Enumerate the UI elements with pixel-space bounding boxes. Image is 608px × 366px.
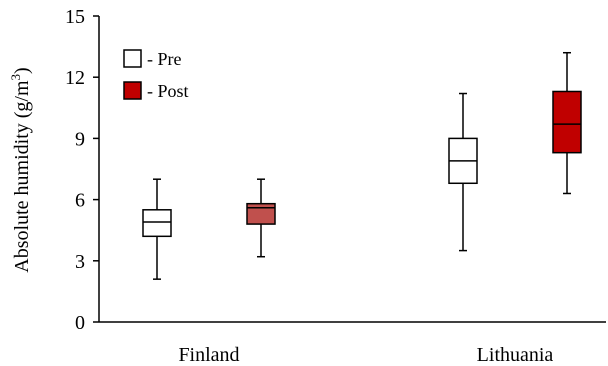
y-axis-title-superscript: 3 — [8, 74, 23, 81]
legend: - Pre - Post — [123, 49, 189, 101]
legend-label: - Post — [147, 81, 189, 101]
iqr-box — [142, 209, 172, 238]
box-pre-finland — [142, 178, 172, 280]
iqr-box — [552, 90, 582, 154]
y-tick-label: 6 — [75, 190, 85, 212]
svg-text:Absolute humidity (g/m3): Absolute humidity (g/m3) — [8, 67, 33, 272]
y-axis-title: Absolute humidity (g/m3) — [8, 67, 33, 272]
box-pre-lithuania — [448, 92, 478, 252]
boxes — [142, 51, 582, 280]
x-category-label: Lithuania — [477, 344, 554, 366]
x-labels: Finland Lithuania — [178, 344, 553, 366]
legend-swatch — [123, 81, 142, 100]
box-post-finland — [246, 178, 276, 258]
y-tick-label: 3 — [75, 251, 85, 273]
legend-label: - Pre — [147, 49, 182, 69]
y-tick-label: 12 — [65, 67, 85, 89]
legend-swatch — [123, 49, 142, 68]
y-tick-label: 15 — [65, 6, 85, 28]
y-axis-title-main: Absolute humidity (g/m — [11, 80, 33, 273]
x-category-label: Finland — [178, 344, 239, 366]
y-tick-label: 0 — [75, 312, 85, 334]
box-post-lithuania — [552, 51, 582, 195]
y-axis-title-suffix: ) — [11, 67, 33, 74]
y-tick-label: 9 — [75, 128, 85, 150]
axes — [98, 16, 606, 323]
y-ticks: 0 3 6 9 12 15 — [65, 6, 99, 334]
iqr-box — [246, 202, 276, 225]
